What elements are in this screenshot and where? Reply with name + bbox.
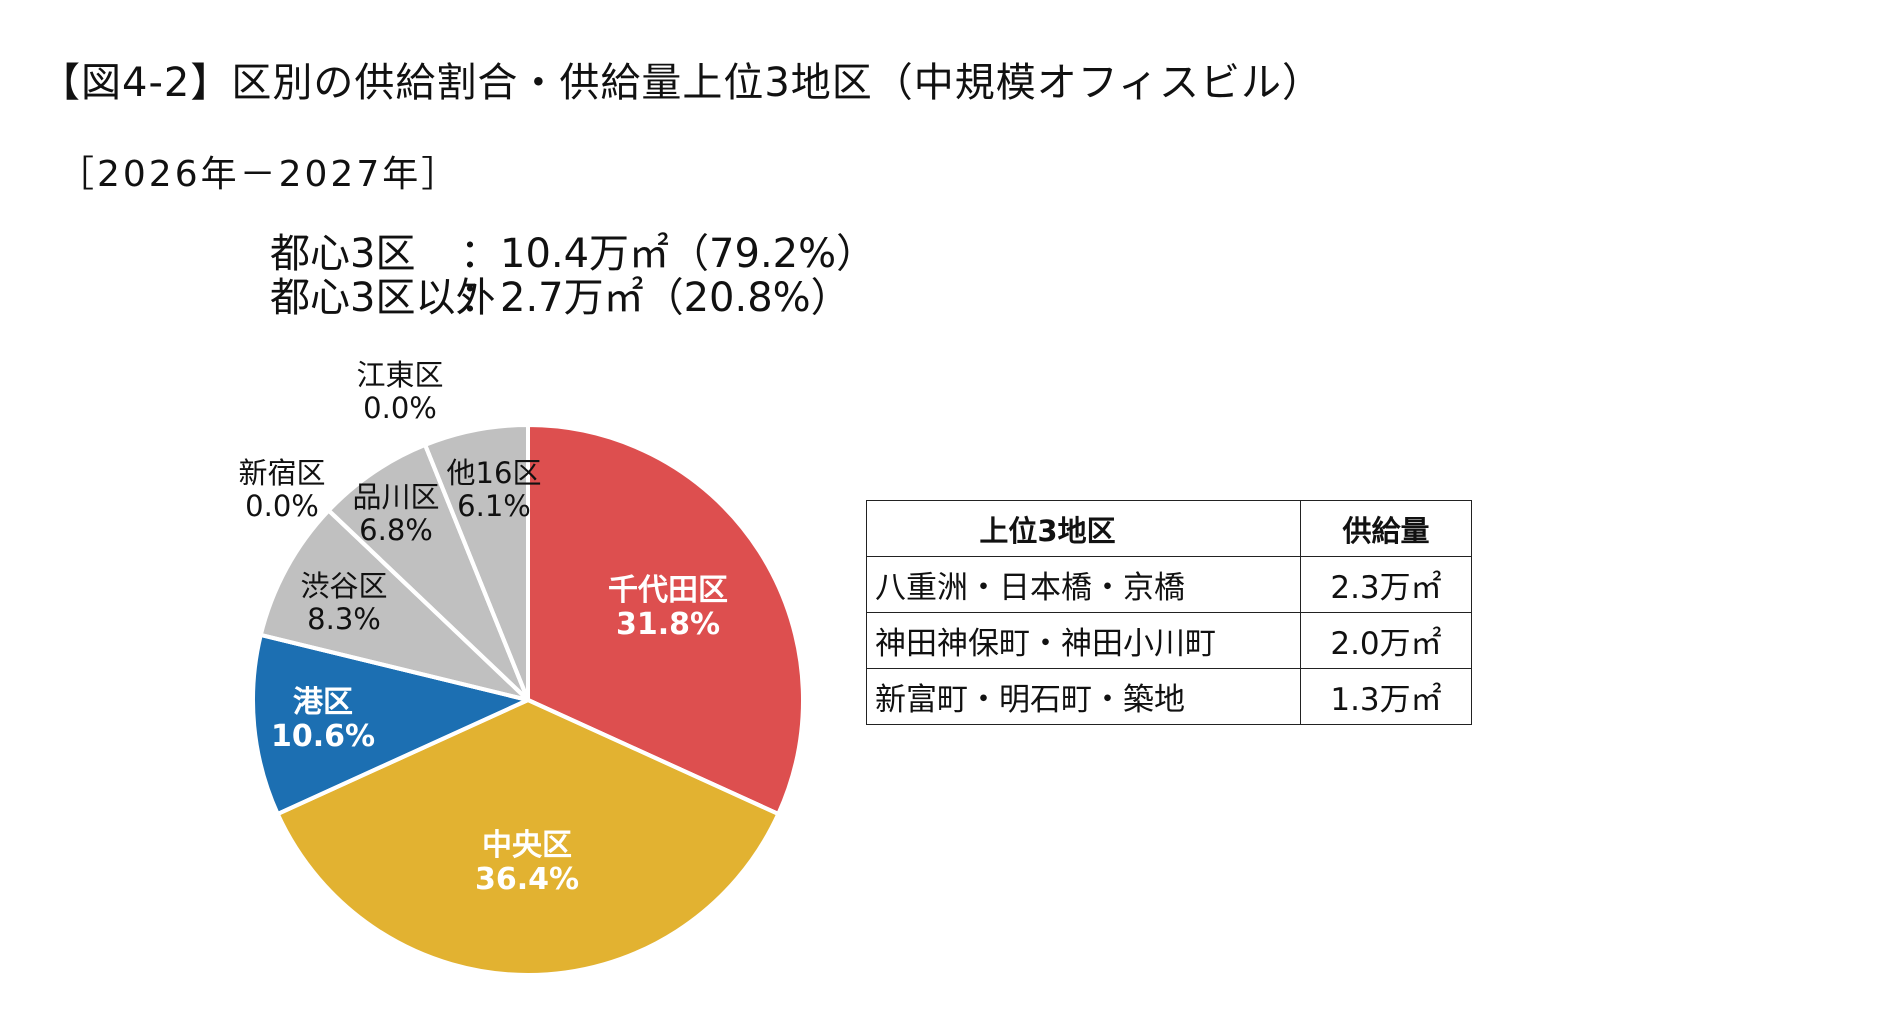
summary-block: 都心3区 ：10.4万㎡（79.2%） 都心3区以外 ：2.7万㎡（20.8%） (270, 232, 876, 320)
table-row: 新富町・明石町・築地 1.3万㎡ (866, 668, 1472, 725)
table-cell-district: 新富町・明石町・築地 (866, 668, 1301, 725)
summary-label: 都心3区 (270, 231, 416, 277)
slice-label: 品川区 6.8% (352, 480, 439, 547)
slice-name: 港区 (293, 685, 353, 720)
slice-percent: 8.3% (307, 602, 381, 636)
pie-slice-2 (275, 698, 781, 977)
slice-label: 中央区 36.4% (475, 828, 579, 897)
slice-percent: 31.8% (616, 607, 720, 642)
table-cell-district: 神田神保町・神田小川町 (866, 612, 1301, 669)
slice-separator (325, 507, 530, 702)
slice-name: 中央区 (482, 828, 572, 863)
top3-table: 上位3地区 供給量 八重洲・日本橋・京橋 2.3万㎡ 神田神保町・神田小川町 2… (866, 500, 1472, 725)
slice-label: 他16区 6.1% (447, 456, 542, 523)
slice-percent: 6.8% (359, 513, 433, 547)
pie-slice-3 (251, 632, 530, 816)
slice-label: 渋谷区 8.3% (300, 569, 387, 636)
slice-percent: 0.0% (363, 391, 437, 425)
table-header-row: 上位3地区 供給量 (866, 500, 1472, 557)
table-header-supply: 供給量 (1300, 500, 1472, 557)
pie-slice-6 (326, 442, 530, 702)
slice-name: 渋谷区 (300, 569, 387, 603)
table-cell-district: 八重洲・日本橋・京橋 (866, 556, 1301, 613)
slice-label: 港区 10.6% (271, 685, 375, 754)
table-row: 神田神保町・神田小川町 2.0万㎡ (866, 612, 1472, 669)
pie-slice-1 (526, 423, 805, 816)
slice-percent: 0.0% (245, 489, 319, 523)
summary-value: ：2.7万㎡（20.8%） (460, 275, 851, 321)
table-header-district: 上位3地区 (866, 500, 1301, 557)
pie-slice-4 (258, 508, 530, 702)
summary-label: 都心3区以外 (270, 275, 496, 321)
slice-name: 千代田区 (608, 573, 728, 608)
period-label: ［2026年－2027年］ (58, 154, 461, 195)
slice-name: 品川区 (352, 480, 439, 514)
chart-title: 【図4-2】区別の供給割合・供給量上位3地区（中規模オフィスビル） (40, 60, 1323, 106)
summary-value: ：10.4万㎡（79.2%） (460, 231, 877, 277)
table-cell-supply: 2.0万㎡ (1300, 612, 1472, 669)
summary-row-other: 都心3区以外 ：2.7万㎡（20.8%） (270, 276, 876, 320)
slice-separator (275, 698, 529, 817)
table-row: 八重洲・日本橋・京橋 2.3万㎡ (866, 556, 1472, 613)
table-cell-supply: 1.3万㎡ (1300, 668, 1472, 725)
slice-percent: 6.1% (457, 489, 531, 523)
summary-row-central: 都心3区 ：10.4万㎡（79.2%） (270, 232, 876, 276)
slice-label: 千代田区 31.8% (608, 573, 728, 642)
slice-separator (422, 442, 530, 701)
slice-percent: 10.6% (271, 719, 375, 754)
slice-separator (527, 698, 781, 817)
slice-label: 新宿区 0.0% (238, 456, 325, 523)
slice-name: 江東区 (356, 358, 443, 392)
slice-name: 他16区 (447, 456, 542, 490)
slice-separator (258, 632, 529, 702)
table-cell-supply: 2.3万㎡ (1300, 556, 1472, 613)
slice-label: 江東区 0.0% (356, 358, 443, 425)
slice-name: 新宿区 (238, 456, 325, 490)
slice-percent: 36.4% (475, 862, 579, 897)
